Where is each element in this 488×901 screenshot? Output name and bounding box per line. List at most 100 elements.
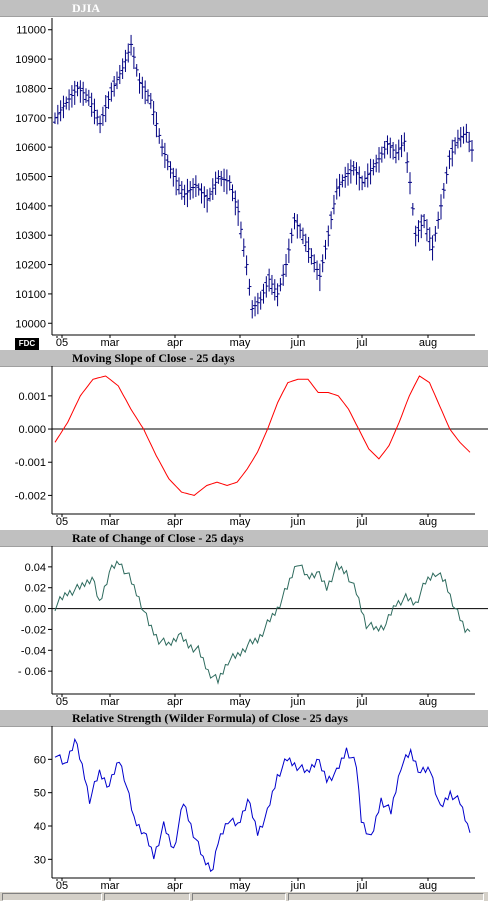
price-bar bbox=[399, 134, 404, 158]
price-bar bbox=[340, 174, 345, 188]
price-bar bbox=[112, 75, 117, 97]
price-bar bbox=[379, 146, 384, 163]
price-bar bbox=[258, 291, 263, 310]
price-bar bbox=[272, 279, 277, 301]
price-bar bbox=[216, 170, 221, 184]
pane-title: Rate of Change of Close - 25 days bbox=[72, 531, 244, 545]
price-bar bbox=[278, 277, 283, 292]
pane-title: Moving Slope of Close - 25 days bbox=[72, 351, 235, 365]
price-bar bbox=[151, 101, 156, 125]
price-bar bbox=[199, 183, 204, 204]
price-bar bbox=[382, 141, 387, 159]
price-bar bbox=[165, 154, 170, 171]
price-bar bbox=[143, 80, 148, 105]
y-tick-label: 10900 bbox=[15, 54, 46, 66]
price-bar bbox=[89, 92, 94, 117]
price-bar bbox=[289, 228, 294, 244]
price-bar bbox=[374, 154, 379, 173]
x-tick-label: aug bbox=[419, 880, 437, 892]
price-bar bbox=[427, 227, 432, 251]
price-bar bbox=[176, 177, 181, 195]
price-bar bbox=[213, 171, 218, 195]
x-tick-label: apr bbox=[167, 516, 183, 528]
y-tick-label: -0.02 bbox=[21, 624, 46, 636]
pane-title-bar[interactable]: DJIA bbox=[0, 0, 488, 17]
rsi-pane: Relative Strength (Wilder Formula) of Cl… bbox=[0, 710, 488, 892]
price-bar bbox=[306, 236, 311, 263]
price-bar bbox=[182, 184, 187, 206]
y-tick-label: 10400 bbox=[15, 201, 46, 213]
price-bar bbox=[224, 169, 229, 195]
price-bar bbox=[377, 147, 382, 173]
slope-pane: Moving Slope of Close - 25 days -0.002 -0… bbox=[0, 350, 488, 530]
x-tick-label: apr bbox=[167, 880, 183, 892]
pane-title: DJIA bbox=[72, 1, 101, 15]
price-bar bbox=[145, 89, 150, 104]
y-tick-label: 50 bbox=[34, 788, 46, 800]
price-bar bbox=[455, 129, 460, 149]
price-bar bbox=[269, 274, 274, 295]
x-tick-label: mar bbox=[101, 880, 120, 892]
price-bar bbox=[334, 178, 339, 200]
y-tick-label: 60 bbox=[34, 754, 46, 766]
y-tick-label: 10700 bbox=[15, 113, 46, 125]
y-tick-label: 10500 bbox=[15, 172, 46, 184]
price-bar bbox=[292, 212, 297, 230]
status-bar bbox=[0, 892, 488, 901]
price-bar bbox=[450, 139, 455, 167]
price-bar bbox=[78, 80, 83, 103]
x-tick-label: 05 bbox=[56, 337, 68, 349]
price-bar bbox=[453, 137, 458, 155]
price-bar bbox=[371, 159, 376, 176]
price-bar bbox=[264, 276, 269, 298]
price-bar bbox=[444, 166, 449, 184]
price-bar bbox=[230, 184, 235, 202]
price-bar bbox=[286, 238, 291, 264]
price-bar bbox=[205, 189, 210, 213]
price-bar bbox=[441, 182, 446, 199]
price-bar bbox=[244, 255, 249, 276]
price-bar bbox=[300, 227, 305, 245]
price-bar bbox=[67, 89, 72, 111]
price-bar bbox=[92, 98, 97, 125]
fdc-badge: FDC bbox=[15, 338, 39, 350]
price-bar bbox=[255, 292, 260, 315]
price-bar bbox=[385, 135, 390, 155]
price-bar bbox=[227, 175, 232, 191]
price-bar bbox=[81, 81, 86, 106]
series-line bbox=[54, 375, 471, 496]
price-bar bbox=[317, 263, 322, 292]
x-tick-label: mar bbox=[101, 337, 120, 349]
price-bar bbox=[402, 132, 407, 152]
pane-title-bar[interactable]: Moving Slope of Close - 25 days bbox=[0, 350, 488, 367]
y-tick-label: 10300 bbox=[15, 230, 46, 242]
price-bar bbox=[75, 81, 80, 97]
price-bar bbox=[348, 159, 353, 184]
price-bar bbox=[362, 171, 367, 188]
price-bar bbox=[447, 150, 452, 169]
price-bar bbox=[53, 112, 57, 124]
price-bar bbox=[160, 139, 165, 157]
pane-title-bar[interactable]: Rate of Change of Close - 25 days bbox=[0, 530, 488, 547]
y-tick-label: 0.02 bbox=[25, 583, 46, 595]
price-bar bbox=[196, 183, 201, 196]
x-tick-label: 05 bbox=[56, 516, 68, 528]
price-bar bbox=[174, 168, 179, 196]
x-tick-label: jun bbox=[290, 337, 306, 349]
x-tick-label: aug bbox=[419, 696, 437, 708]
price-bar bbox=[470, 140, 474, 162]
price-bar bbox=[185, 178, 190, 208]
price-bar bbox=[72, 80, 77, 105]
pane-title-bar[interactable]: Relative Strength (Wilder Formula) of Cl… bbox=[0, 710, 488, 727]
price-bar bbox=[413, 225, 418, 247]
price-bar bbox=[238, 221, 243, 239]
roc-pane: Rate of Change of Close - 25 days 0.04 0.… bbox=[0, 530, 488, 710]
price-bar bbox=[346, 163, 351, 186]
price-bar bbox=[179, 181, 184, 200]
price-bar bbox=[188, 181, 193, 200]
price-bar bbox=[222, 168, 227, 192]
price-bar bbox=[433, 226, 438, 242]
price-bar bbox=[129, 34, 134, 56]
price-bar bbox=[326, 225, 331, 247]
price-bar bbox=[351, 161, 356, 176]
